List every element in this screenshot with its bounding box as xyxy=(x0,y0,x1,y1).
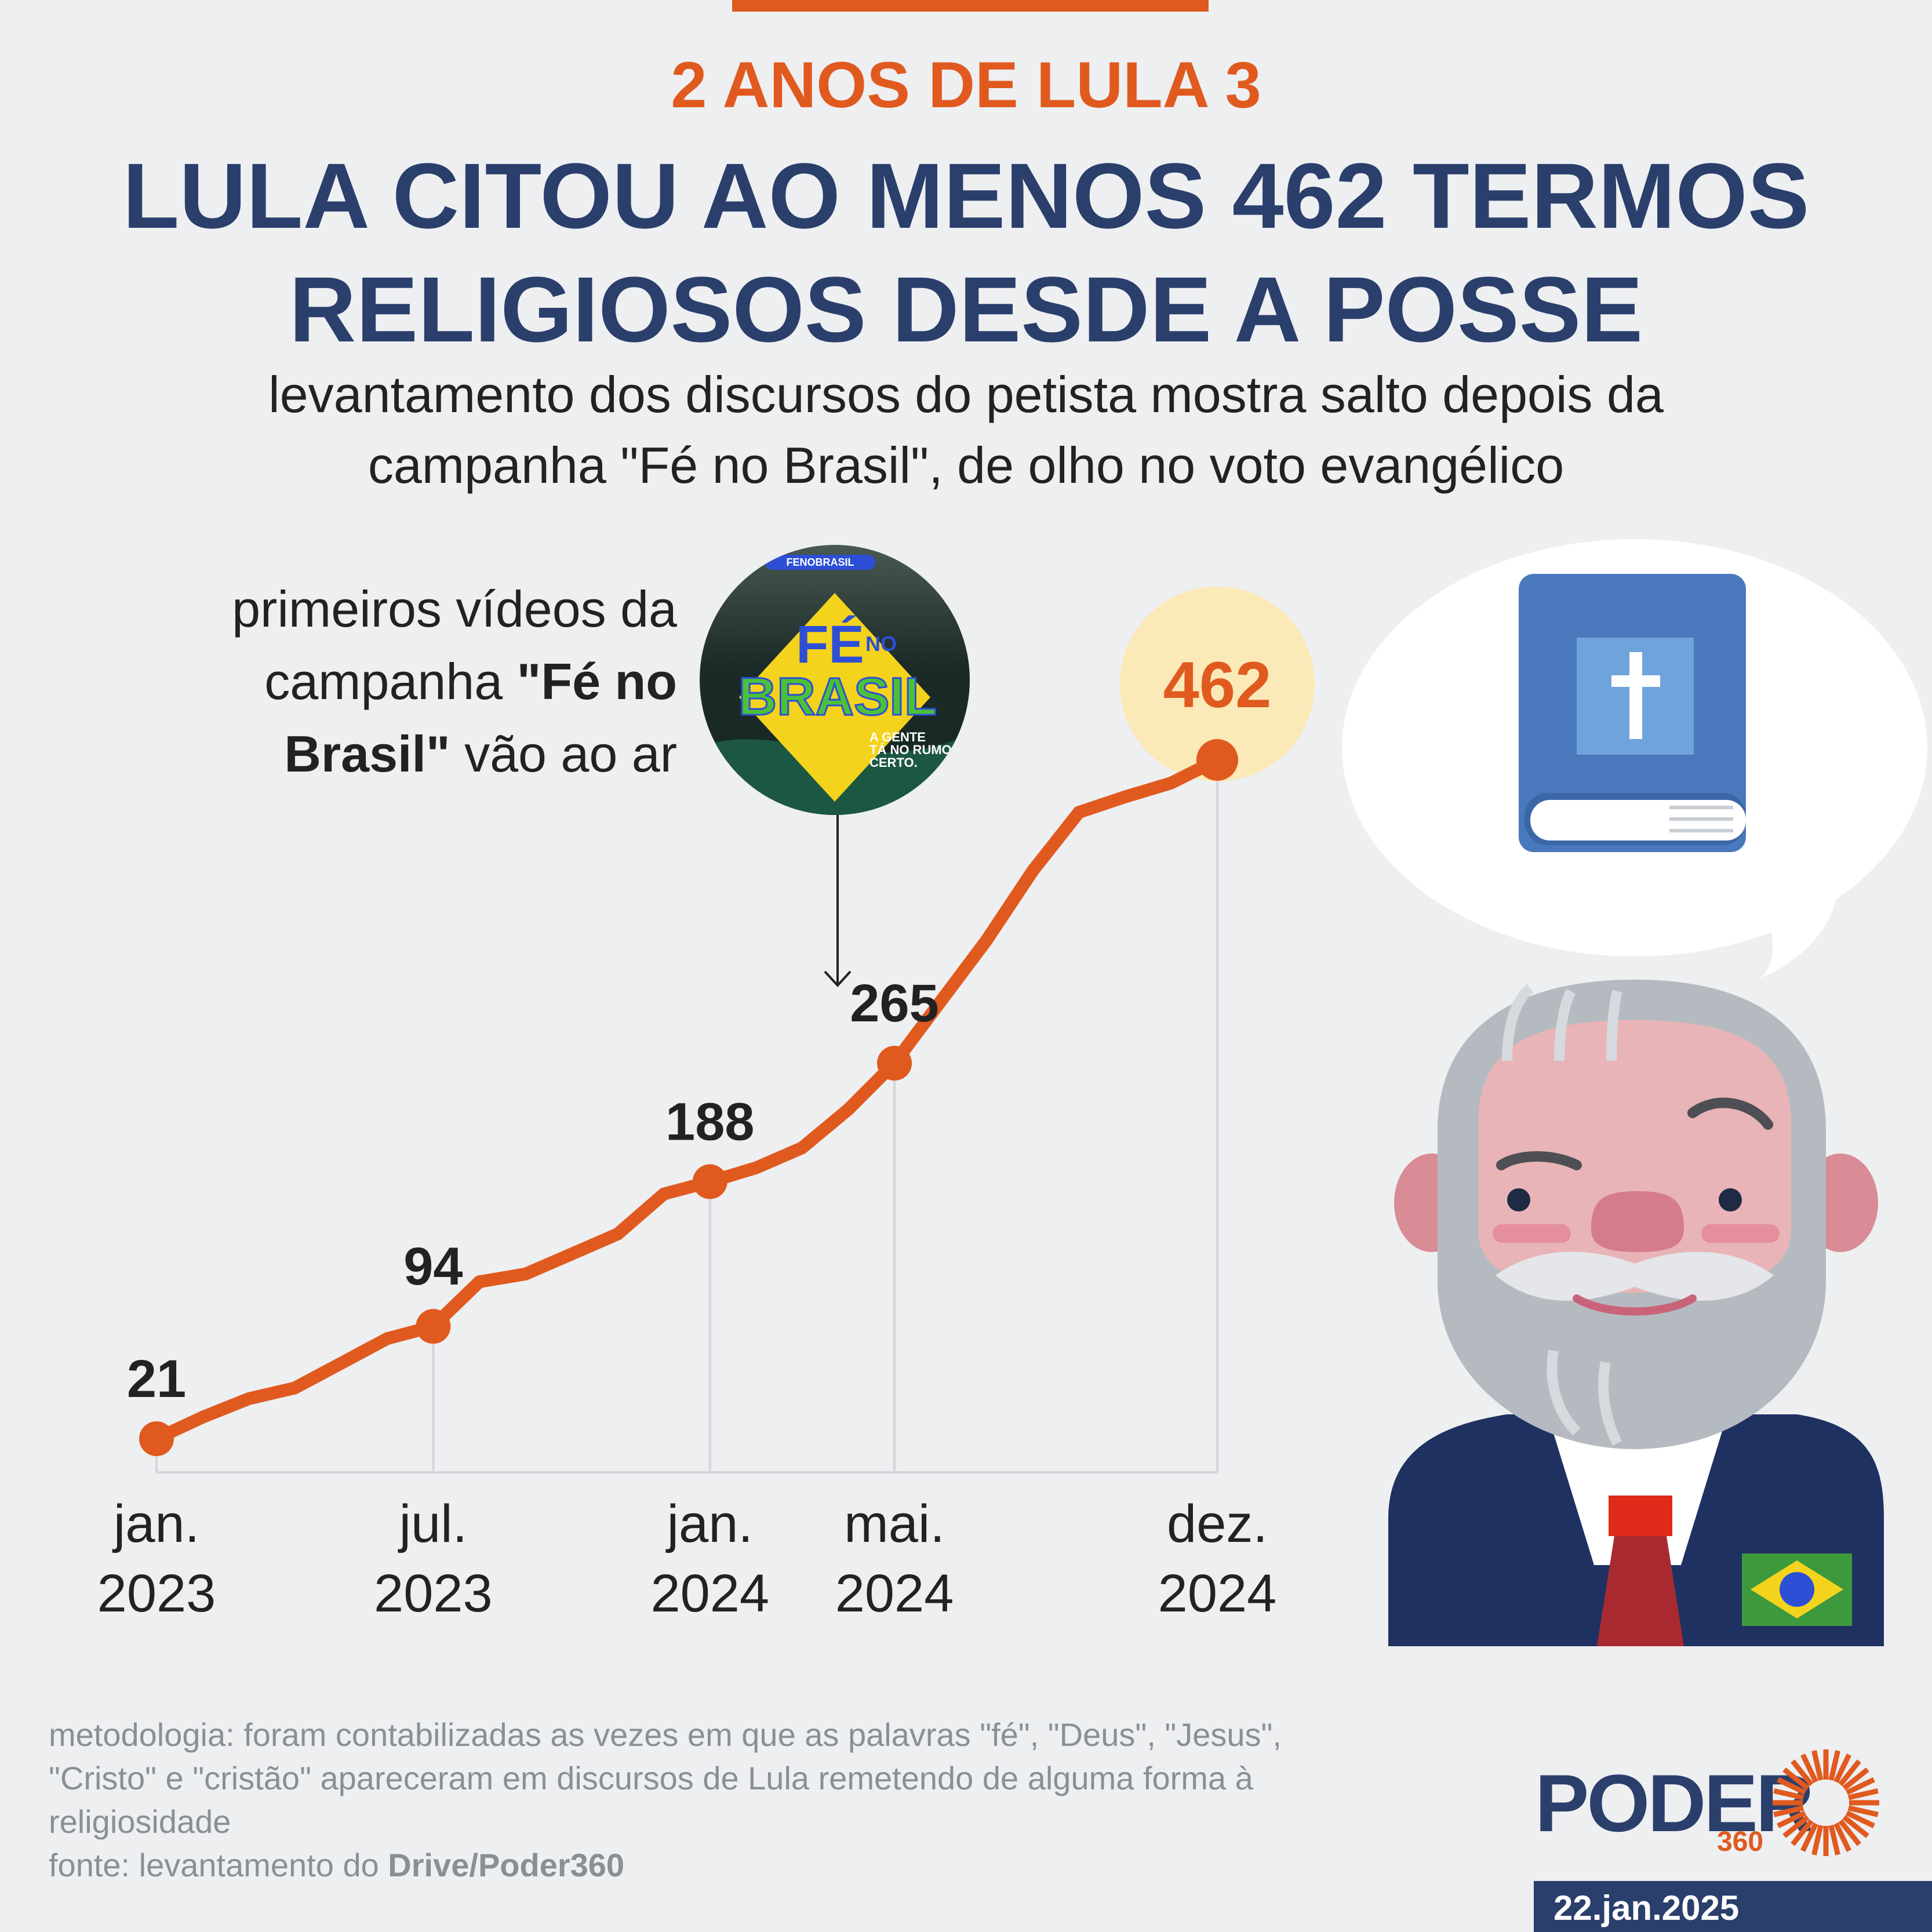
source-bold: Drive/Poder360 xyxy=(388,1847,625,1883)
x-tick-label: dez. xyxy=(1167,1494,1268,1553)
sun-ray xyxy=(1842,1815,1869,1838)
data-labels: 21 94 188 265 462 xyxy=(127,649,1272,1409)
poder360-logo: PODER 360 xyxy=(1530,1749,1890,1857)
annotation-arrow-head xyxy=(824,970,852,987)
x-tick-label: jan. xyxy=(665,1494,753,1553)
annotation-line-3: Brasil" vão ao ar xyxy=(104,718,677,790)
x-tick-labels: jan. 2023 jul. 2023 jan. 2024 mai. 2024 dez. 2024 xyxy=(97,1494,1277,1623)
date-text: 22.jan.2025 xyxy=(1553,1889,1740,1927)
subtitle: levantamento dos discursos do petista mo… xyxy=(0,359,1932,501)
methodology-line-2: "Cristo" e "cristão" apareceram em discu… xyxy=(49,1760,1253,1796)
x-tick-label: jan. xyxy=(112,1494,199,1553)
data-label: 265 xyxy=(850,974,939,1033)
annotation-bold: Brasil" xyxy=(284,725,450,783)
highlight-bubble xyxy=(1120,587,1315,781)
badge-title-no: NO xyxy=(865,632,897,656)
sun-ray xyxy=(1842,1767,1869,1791)
logo-number: 360 xyxy=(1717,1827,1764,1857)
sun-ray xyxy=(1833,1753,1851,1783)
series-line xyxy=(150,754,1224,1445)
x-tick-label: 2023 xyxy=(374,1564,493,1623)
sun-ray xyxy=(1782,1815,1810,1838)
sun-ray xyxy=(1838,1819,1861,1846)
publication-date: 22.jan.2025 xyxy=(1534,1881,1932,1932)
kicker: 2 ANOS DE LULA 3 xyxy=(671,49,1261,121)
badge-title-top: FÉ xyxy=(796,614,864,674)
badge-tagline: TÁ NO RUMO xyxy=(869,743,952,757)
headline: LULA CITOU AO MENOS 462 TERMOS RELIGIOSO… xyxy=(0,139,1932,366)
x-tick-label: 2023 xyxy=(97,1564,216,1623)
sun-ray xyxy=(1800,1822,1818,1852)
data-label: 462 xyxy=(1163,649,1272,721)
sun-ray xyxy=(1773,1805,1804,1817)
data-label: 21 xyxy=(127,1349,186,1409)
methodology-line-1: metodologia: foram contabilizadas as vez… xyxy=(49,1716,1282,1753)
logo-sun-icon xyxy=(1773,1749,1879,1856)
top-accent-bar xyxy=(732,0,1209,12)
gridlines xyxy=(155,760,1218,1472)
annotation-text: vão ao ar xyxy=(450,725,677,783)
sun-ray xyxy=(1777,1810,1806,1828)
data-point xyxy=(1196,739,1238,781)
sun-ray xyxy=(1791,1759,1814,1787)
x-tick-label: mai. xyxy=(844,1494,945,1553)
annotation-line-2: campanha "Fé no xyxy=(104,645,677,718)
x-tick-label: 2024 xyxy=(835,1564,954,1623)
sun-ray xyxy=(1833,1822,1851,1852)
data-points xyxy=(139,739,1238,1456)
data-label: 188 xyxy=(665,1093,755,1152)
sun-ray xyxy=(1846,1810,1875,1828)
annotation-text: campanha xyxy=(264,653,517,710)
methodology-note: metodologia: foram contabilizadas as vez… xyxy=(49,1713,1451,1887)
sun-ray xyxy=(1782,1767,1810,1791)
bible-icon xyxy=(1519,574,1746,852)
x-tick-label: jul. xyxy=(398,1494,468,1553)
badge-title-main: BRASIL xyxy=(738,667,937,726)
sun-ray xyxy=(1773,1788,1804,1800)
source-line: fonte: levantamento do Drive/Poder360 xyxy=(49,1843,1451,1887)
sun-ray xyxy=(1791,1819,1814,1846)
source-text: fonte: levantamento do xyxy=(49,1847,388,1883)
x-tick-label: 2024 xyxy=(650,1564,769,1623)
data-point xyxy=(416,1309,451,1344)
sun-ray xyxy=(1828,1824,1840,1855)
sun-ray xyxy=(1800,1753,1818,1783)
annotation-bold: "Fé no xyxy=(516,653,677,710)
data-point xyxy=(692,1164,727,1199)
data-label: 94 xyxy=(403,1237,463,1296)
subtitle-line-1: levantamento dos discursos do petista mo… xyxy=(268,366,1664,423)
logo-word: PODER xyxy=(1535,1758,1814,1849)
sun-ray xyxy=(1847,1805,1879,1817)
campaign-annotation: primeiros vídeos da campanha "Fé no Bras… xyxy=(104,573,677,790)
data-point xyxy=(139,1421,174,1456)
sun-ray xyxy=(1846,1777,1875,1795)
sun-ray xyxy=(1828,1750,1840,1781)
sun-ray xyxy=(1838,1759,1861,1787)
annotation-line-1: primeiros vídeos da xyxy=(232,580,677,638)
x-tick-label: 2024 xyxy=(1158,1564,1277,1623)
data-point xyxy=(877,1046,912,1081)
badge-tagline: CERTO. xyxy=(869,755,918,770)
badge-tagline: A GENTE xyxy=(869,730,926,744)
methodology-line-3: religiosidade xyxy=(49,1803,231,1840)
portrait-illustration xyxy=(1388,980,1884,1646)
badge-handle: FENOBRASIL xyxy=(787,556,854,568)
sun-ray xyxy=(1811,1824,1824,1855)
headline-line-2: RELIGIOSOS DESDE A POSSE xyxy=(289,257,1643,361)
subtitle-line-2: campanha "Fé no Brasil", de olho no voto… xyxy=(368,436,1564,494)
sun-ray xyxy=(1847,1788,1879,1800)
sun-ray xyxy=(1811,1750,1824,1781)
sun-ray xyxy=(1777,1777,1806,1795)
headline-line-1: LULA CITOU AO MENOS 462 TERMOS xyxy=(122,144,1810,248)
campaign-badge: FENOBRASIL FÉ NO BRASIL A GENTE TÁ NO RU… xyxy=(700,545,970,815)
